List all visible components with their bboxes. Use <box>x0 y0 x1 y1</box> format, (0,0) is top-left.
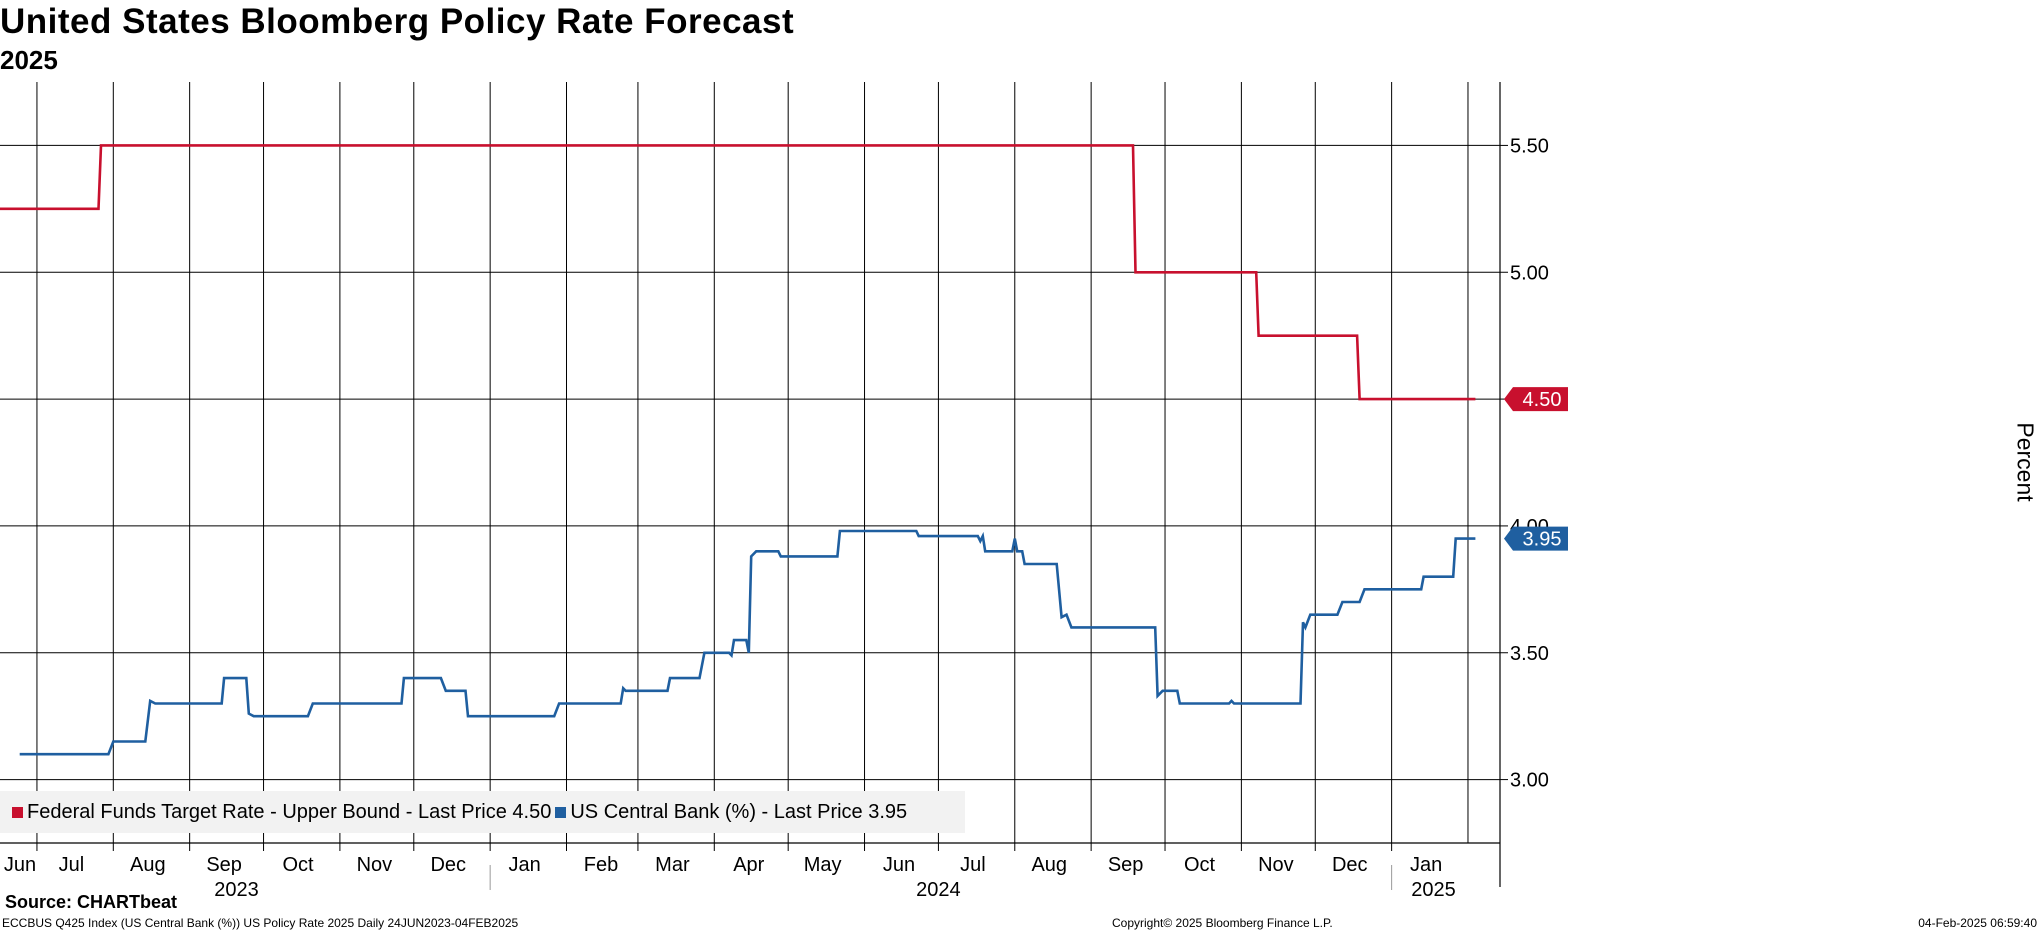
legend-label-fed-funds: Federal Funds Target Rate - Upper Bound … <box>27 800 552 823</box>
x-tick-label: Jun <box>883 854 915 876</box>
y-tick-label: 3.00 <box>1510 770 1549 792</box>
chart-title: United States Bloomberg Policy Rate Fore… <box>0 2 795 41</box>
x-tick-label: Jan <box>509 854 541 876</box>
footer-timestamp: 04-Feb-2025 06:59:40 <box>1918 916 2037 930</box>
x-tick-label: Apr <box>733 854 764 876</box>
x-tick-label: Oct <box>282 854 314 876</box>
legend-item-us-central-bank: US Central Bank (%) - Last Price 3.95 <box>555 801 907 824</box>
x-tick-label: Dec <box>1332 854 1368 876</box>
chart-legend: Federal Funds Target Rate - Upper Bound … <box>0 791 965 833</box>
x-tick-label: Sep <box>1108 854 1144 876</box>
footer-copyright: Copyright© 2025 Bloomberg Finance L.P. <box>1112 916 1333 930</box>
x-tick-label: Oct <box>1184 854 1216 876</box>
x-tick-label: Jul <box>59 854 85 876</box>
x-tick-label: Feb <box>584 854 618 876</box>
source-note: Source: CHARTbeat <box>5 892 178 912</box>
last-value-badge <box>1504 526 1568 551</box>
x-tick-label: Nov <box>1258 854 1294 876</box>
last-value-label: 4.50 <box>1523 389 1562 411</box>
y-tick-label: 5.00 <box>1510 262 1549 284</box>
x-tick-label: Dec <box>430 854 466 876</box>
x-tick-label: Mar <box>655 854 690 876</box>
year-label: 2023 <box>214 879 259 901</box>
x-tick-label: May <box>804 854 842 876</box>
x-tick-label: Aug <box>130 854 166 876</box>
series-line-fed-funds <box>0 144 1476 401</box>
legend-swatch-us-central-bank <box>555 806 567 818</box>
legend-item-fed-funds: Federal Funds Target Rate - Upper Bound … <box>12 801 551 824</box>
year-label: 2025 <box>1411 879 1456 901</box>
last-value-label: 3.95 <box>1523 529 1562 551</box>
legend-swatch-fed-funds <box>12 806 23 818</box>
x-tick-label: Sep <box>206 854 242 876</box>
x-tick-label: Nov <box>357 854 393 876</box>
y-axis-label: Percent <box>2012 422 2039 502</box>
x-tick-label: Jan <box>1410 854 1442 876</box>
last-value-badge <box>1504 387 1568 412</box>
y-tick-label: 5.50 <box>1510 135 1549 157</box>
legend-label-us-central-bank: US Central Bank (%) - Last Price 3.95 <box>570 800 908 823</box>
chart-subtitle: 2025 <box>0 45 58 75</box>
series-line-us-central-bank <box>19 529 1476 756</box>
footer-index-info: ECCBUS Q425 Index (US Central Bank (%)) … <box>2 916 519 930</box>
x-tick-label: Aug <box>1031 854 1067 876</box>
x-tick-label: Jul <box>960 854 986 876</box>
y-tick-label: 3.50 <box>1510 643 1549 665</box>
x-tick-label: Jun <box>4 854 36 876</box>
year-label: 2024 <box>916 879 961 901</box>
